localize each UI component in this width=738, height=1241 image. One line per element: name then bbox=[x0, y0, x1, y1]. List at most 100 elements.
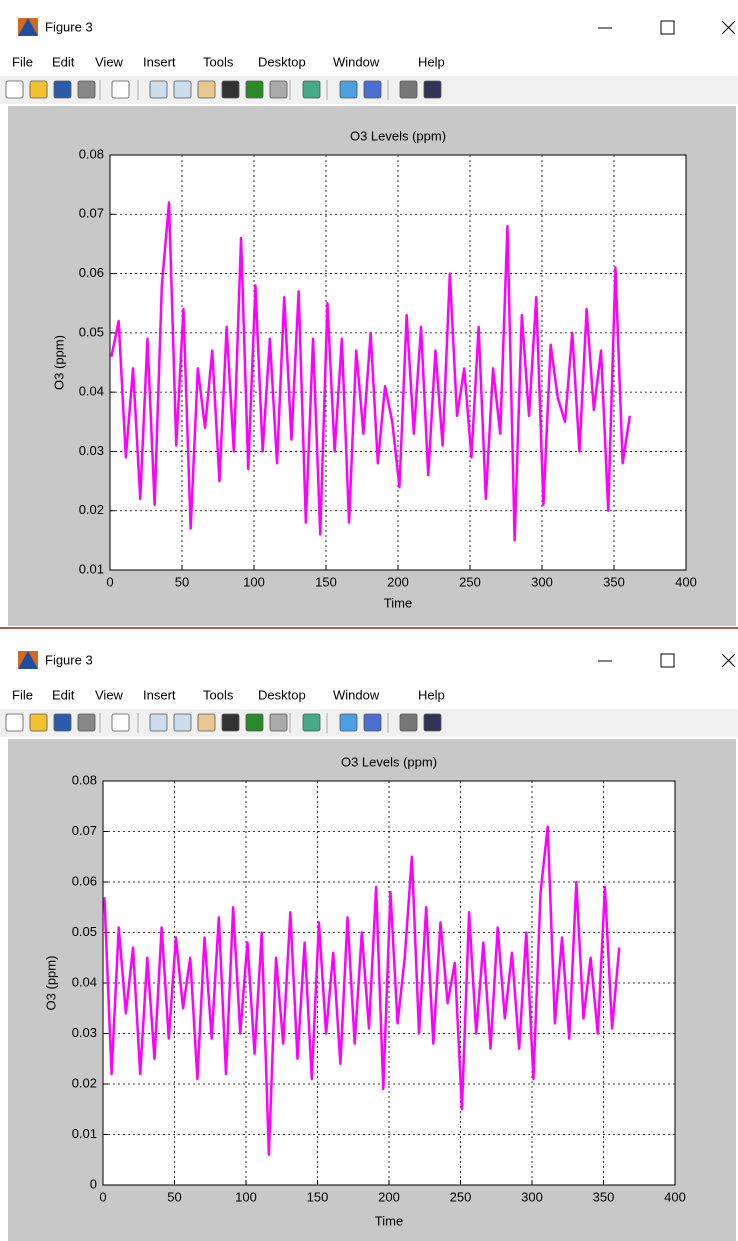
toolbar-button[interactable] bbox=[111, 713, 130, 732]
toolbar-button[interactable] bbox=[399, 713, 418, 732]
toolbar-button[interactable] bbox=[269, 80, 288, 99]
toolbar-button[interactable] bbox=[302, 80, 321, 99]
toolbar-button[interactable] bbox=[149, 713, 168, 732]
toolbar-button[interactable] bbox=[221, 80, 240, 99]
toolbar-button[interactable] bbox=[363, 80, 382, 99]
toolbar-button[interactable] bbox=[197, 713, 216, 732]
chart-title: O3 Levels (ppm) bbox=[341, 754, 437, 769]
x-axis-label: Time bbox=[375, 1213, 403, 1228]
x-tick-label: 300 bbox=[531, 574, 553, 589]
x-tick-label: 150 bbox=[307, 1189, 329, 1204]
y-tick-label: 0.06 bbox=[79, 265, 104, 280]
x-tick-label: 300 bbox=[521, 1189, 543, 1204]
close-button[interactable] bbox=[721, 20, 736, 35]
toolbar-button[interactable] bbox=[269, 713, 288, 732]
y-tick-label: 0 bbox=[90, 1176, 97, 1191]
toolbar-button[interactable] bbox=[197, 80, 216, 99]
x-tick-label: 350 bbox=[603, 574, 625, 589]
y-tick-label: 0.06 bbox=[72, 873, 97, 888]
toolbar-button[interactable] bbox=[77, 80, 96, 99]
menu-item[interactable]: Edit bbox=[52, 54, 75, 69]
y-tick-label: 0.02 bbox=[72, 1075, 97, 1090]
menu-item[interactable]: Window bbox=[333, 54, 380, 69]
x-tick-label: 250 bbox=[450, 1189, 472, 1204]
x-axis-label: Time bbox=[384, 595, 412, 610]
menu-item[interactable]: View bbox=[95, 54, 124, 69]
y-tick-label: 0.01 bbox=[79, 561, 104, 576]
toolbar-button[interactable] bbox=[302, 713, 321, 732]
toolbar-button[interactable] bbox=[53, 80, 72, 99]
toolbar-button[interactable] bbox=[173, 80, 192, 99]
maximize-button[interactable] bbox=[660, 653, 675, 668]
toolbar-button[interactable] bbox=[53, 713, 72, 732]
x-tick-label: 250 bbox=[459, 574, 481, 589]
data-line bbox=[103, 825, 621, 1156]
toolbar-button[interactable] bbox=[111, 80, 130, 99]
data-line bbox=[110, 201, 632, 542]
maximize-button[interactable] bbox=[660, 20, 675, 35]
x-tick-label: 100 bbox=[235, 1189, 257, 1204]
x-tick-label: 400 bbox=[675, 574, 697, 589]
toolbar-button[interactable] bbox=[399, 80, 418, 99]
menu-item[interactable]: Insert bbox=[143, 54, 176, 69]
window-icon-shape bbox=[18, 651, 38, 669]
x-tick-label: 0 bbox=[99, 1189, 106, 1204]
toolbar-button[interactable] bbox=[423, 713, 442, 732]
toolbar-button[interactable] bbox=[245, 80, 264, 99]
toolbar-button[interactable] bbox=[5, 80, 24, 99]
chart: O3 Levels (ppm) Time O3 (ppm) 0 0.01 0.02 0.03… bbox=[43, 754, 685, 1228]
toolbar-button[interactable] bbox=[149, 80, 168, 99]
x-tick-label: 50 bbox=[175, 574, 189, 589]
x-tick-label: 350 bbox=[593, 1189, 615, 1204]
toolbar-button[interactable] bbox=[423, 80, 442, 99]
plot-border bbox=[102, 780, 676, 1186]
y-tick-label: 0.05 bbox=[72, 924, 97, 939]
toolbar-button[interactable] bbox=[29, 80, 48, 99]
menu-item[interactable]: View bbox=[95, 687, 124, 702]
x-tick-label: 0 bbox=[106, 574, 113, 589]
toolbar-button[interactable] bbox=[221, 713, 240, 732]
y-axis-label: O3 (ppm) bbox=[43, 956, 58, 1011]
toolbar-button[interactable] bbox=[339, 713, 358, 732]
toolbar-button[interactable] bbox=[363, 713, 382, 732]
window-icon-shape bbox=[18, 18, 38, 36]
menu-item[interactable]: Window bbox=[333, 687, 380, 702]
toolbar-button[interactable] bbox=[245, 713, 264, 732]
menu-item[interactable]: Help bbox=[418, 687, 445, 702]
y-tick-label: 0.01 bbox=[72, 1126, 97, 1141]
x-tick-label: 200 bbox=[387, 574, 409, 589]
toolbar-button[interactable] bbox=[77, 713, 96, 732]
toolbar-button[interactable] bbox=[5, 713, 24, 732]
y-tick-label: 0.08 bbox=[79, 146, 104, 161]
toolbar-button[interactable] bbox=[339, 80, 358, 99]
toolbar-button[interactable] bbox=[29, 713, 48, 732]
menu-item[interactable]: Edit bbox=[52, 687, 75, 702]
y-tick-label: 0.02 bbox=[79, 502, 104, 517]
menu-item[interactable]: Insert bbox=[143, 687, 176, 702]
x-tick-label: 200 bbox=[378, 1189, 400, 1204]
x-tick-label: 150 bbox=[315, 574, 337, 589]
menu-item[interactable]: File bbox=[12, 687, 33, 702]
chart-title: O3 Levels (ppm) bbox=[350, 128, 446, 143]
y-tick-label: 0.07 bbox=[72, 823, 97, 838]
x-tick-label: 400 bbox=[664, 1189, 686, 1204]
menu-item[interactable]: Help bbox=[418, 54, 445, 69]
close-button[interactable] bbox=[721, 653, 736, 668]
y-axis-label: O3 (ppm) bbox=[51, 335, 66, 390]
toolbar-button[interactable] bbox=[173, 713, 192, 732]
menu-item[interactable]: Desktop bbox=[258, 54, 306, 69]
y-tick-label: 0.04 bbox=[72, 974, 97, 989]
menu-item[interactable]: Desktop bbox=[258, 687, 306, 702]
window-title: Figure 3 bbox=[45, 19, 93, 34]
y-tick-label: 0.03 bbox=[72, 1025, 97, 1040]
x-tick-label: 50 bbox=[167, 1189, 181, 1204]
chart: O3 Levels (ppm) Time O3 (ppm) 0.01 0.02 0.03 0… bbox=[51, 128, 696, 610]
y-tick-label: 0.04 bbox=[79, 384, 104, 399]
y-tick-label: 0.07 bbox=[79, 206, 104, 221]
window-title: Figure 3 bbox=[45, 652, 93, 667]
x-tick-label: 100 bbox=[243, 574, 265, 589]
menu-item[interactable]: File bbox=[12, 54, 33, 69]
menu-item[interactable]: Tools bbox=[203, 54, 234, 69]
menu-item[interactable]: Tools bbox=[203, 687, 234, 702]
